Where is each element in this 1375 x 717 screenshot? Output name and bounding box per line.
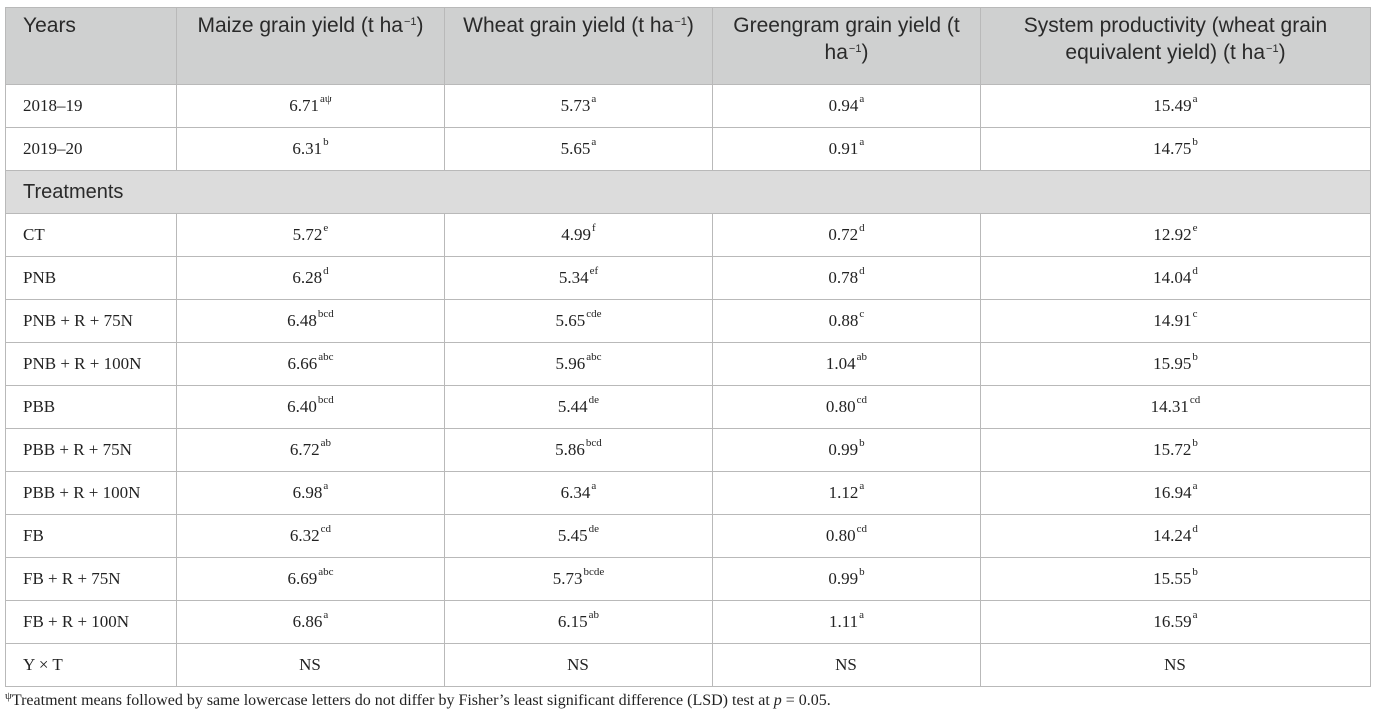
wheat-cell: 6.34a	[444, 471, 713, 515]
header-row: Years Maize grain yield (t ha−1) Wheat g…	[5, 7, 1371, 85]
greengram-cell: 0.99b	[712, 428, 981, 472]
maize-cell: 6.28d	[176, 256, 445, 300]
wheat-cell: 5.44de	[444, 385, 713, 429]
maize-cell: NS	[176, 643, 445, 687]
row-label: FB + R + 100N	[5, 600, 177, 644]
wheat-cell: 4.99f	[444, 213, 713, 257]
wheat-cell: 5.34ef	[444, 256, 713, 300]
system-cell: 15.55b	[980, 557, 1371, 601]
greengram-cell: 0.80cd	[712, 385, 981, 429]
system-cell: 14.24d	[980, 514, 1371, 558]
row-label: PBB + R + 75N	[5, 428, 177, 472]
system-cell: 16.94a	[980, 471, 1371, 515]
wheat-cell: 5.65a	[444, 127, 713, 171]
header-wheat: Wheat grain yield (t ha−1)	[444, 7, 713, 85]
greengram-cell: 0.72d	[712, 213, 981, 257]
maize-cell: 6.72ab	[176, 428, 445, 472]
maize-cell: 5.72e	[176, 213, 445, 257]
table-row: FB + R + 100N 6.86a 6.15ab 1.11a 16.59a	[5, 600, 1371, 644]
footnote-symbol: ψ	[5, 690, 12, 702]
maize-cell: 6.71aψ	[176, 84, 445, 128]
greengram-cell: 1.04ab	[712, 342, 981, 386]
wheat-cell: 5.73bcde	[444, 557, 713, 601]
table-row: PBB + R + 75N 6.72ab 5.86bcd 0.99b 15.72…	[5, 428, 1371, 472]
maize-cell: 6.40bcd	[176, 385, 445, 429]
table-row: 2018–19 6.71aψ 5.73a 0.94a 15.49a	[5, 84, 1371, 128]
table-row: FB 6.32cd 5.45de 0.80cd 14.24d	[5, 514, 1371, 558]
maize-cell: 6.48bcd	[176, 299, 445, 343]
maize-cell: 6.31b	[176, 127, 445, 171]
wheat-cell: NS	[444, 643, 713, 687]
system-cell: NS	[980, 643, 1371, 687]
table-body: 2018–19 6.71aψ 5.73a 0.94a 15.49a 2019–2…	[5, 84, 1371, 687]
row-label: PNB + R + 100N	[5, 342, 177, 386]
table-footnote: ψTreatment means followed by same lowerc…	[5, 690, 831, 710]
table-row: PBB + R + 100N 6.98a 6.34a 1.12a 16.94a	[5, 471, 1371, 515]
row-label: PBB	[5, 385, 177, 429]
system-cell: 14.04d	[980, 256, 1371, 300]
row-label: 2019–20	[5, 127, 177, 171]
footnote-tail: = 0.05.	[781, 692, 831, 709]
system-cell: 15.49a	[980, 84, 1371, 128]
table-row: PNB 6.28d 5.34ef 0.78d 14.04d	[5, 256, 1371, 300]
wheat-cell: 5.86bcd	[444, 428, 713, 472]
row-label: 2018–19	[5, 84, 177, 128]
table-row: FB + R + 75N 6.69abc 5.73bcde 0.99b 15.5…	[5, 557, 1371, 601]
row-label: PNB + R + 75N	[5, 299, 177, 343]
section-label: Treatments	[5, 170, 1371, 214]
system-cell: 14.75b	[980, 127, 1371, 171]
table-row: PBB 6.40bcd 5.44de 0.80cd 14.31cd	[5, 385, 1371, 429]
system-cell: 16.59a	[980, 600, 1371, 644]
row-label: FB + R + 75N	[5, 557, 177, 601]
row-label: PBB + R + 100N	[5, 471, 177, 515]
header-maize: Maize grain yield (t ha−1)	[176, 7, 445, 85]
maize-cell: 6.86a	[176, 600, 445, 644]
header-years: Years	[5, 7, 177, 85]
table-row: PNB + R + 75N 6.48bcd 5.65cde 0.88c 14.9…	[5, 299, 1371, 343]
table-row: CT 5.72e 4.99f 0.72d 12.92e	[5, 213, 1371, 257]
wheat-cell: 6.15ab	[444, 600, 713, 644]
yield-table: Years Maize grain yield (t ha−1) Wheat g…	[5, 7, 1371, 687]
greengram-cell: 1.11a	[712, 600, 981, 644]
system-cell: 14.31cd	[980, 385, 1371, 429]
system-cell: 15.95b	[980, 342, 1371, 386]
greengram-cell: 0.88c	[712, 299, 981, 343]
table-row: Y × T NS NS NS NS	[5, 643, 1371, 687]
system-cell: 12.92e	[980, 213, 1371, 257]
row-label: PNB	[5, 256, 177, 300]
greengram-cell: 0.78d	[712, 256, 981, 300]
system-cell: 15.72b	[980, 428, 1371, 472]
row-label: CT	[5, 213, 177, 257]
footnote-text: Treatment means followed by same lowerca…	[11, 692, 774, 709]
greengram-cell: NS	[712, 643, 981, 687]
maize-cell: 6.69abc	[176, 557, 445, 601]
row-label: FB	[5, 514, 177, 558]
table-row: 2019–20 6.31b 5.65a 0.91a 14.75b	[5, 127, 1371, 171]
header-greengram: Greengram grain yield (t ha−1)	[712, 7, 981, 85]
table-header: Years Maize grain yield (t ha−1) Wheat g…	[5, 7, 1371, 85]
row-label: Y × T	[5, 643, 177, 687]
greengram-cell: 0.91a	[712, 127, 981, 171]
greengram-cell: 1.12a	[712, 471, 981, 515]
wheat-cell: 5.45de	[444, 514, 713, 558]
maize-cell: 6.32cd	[176, 514, 445, 558]
greengram-cell: 0.94a	[712, 84, 981, 128]
footnote-p: p	[773, 692, 782, 709]
table-row: PNB + R + 100N 6.66abc 5.96abc 1.04ab 15…	[5, 342, 1371, 386]
maize-cell: 6.66abc	[176, 342, 445, 386]
header-system-productivity: System productivity (wheat grain equival…	[980, 7, 1371, 85]
system-cell: 14.91c	[980, 299, 1371, 343]
greengram-cell: 0.99b	[712, 557, 981, 601]
wheat-cell: 5.65cde	[444, 299, 713, 343]
section-row-treatments: Treatments	[5, 170, 1371, 214]
greengram-cell: 0.80cd	[712, 514, 981, 558]
wheat-cell: 5.96abc	[444, 342, 713, 386]
wheat-cell: 5.73a	[444, 84, 713, 128]
maize-cell: 6.98a	[176, 471, 445, 515]
